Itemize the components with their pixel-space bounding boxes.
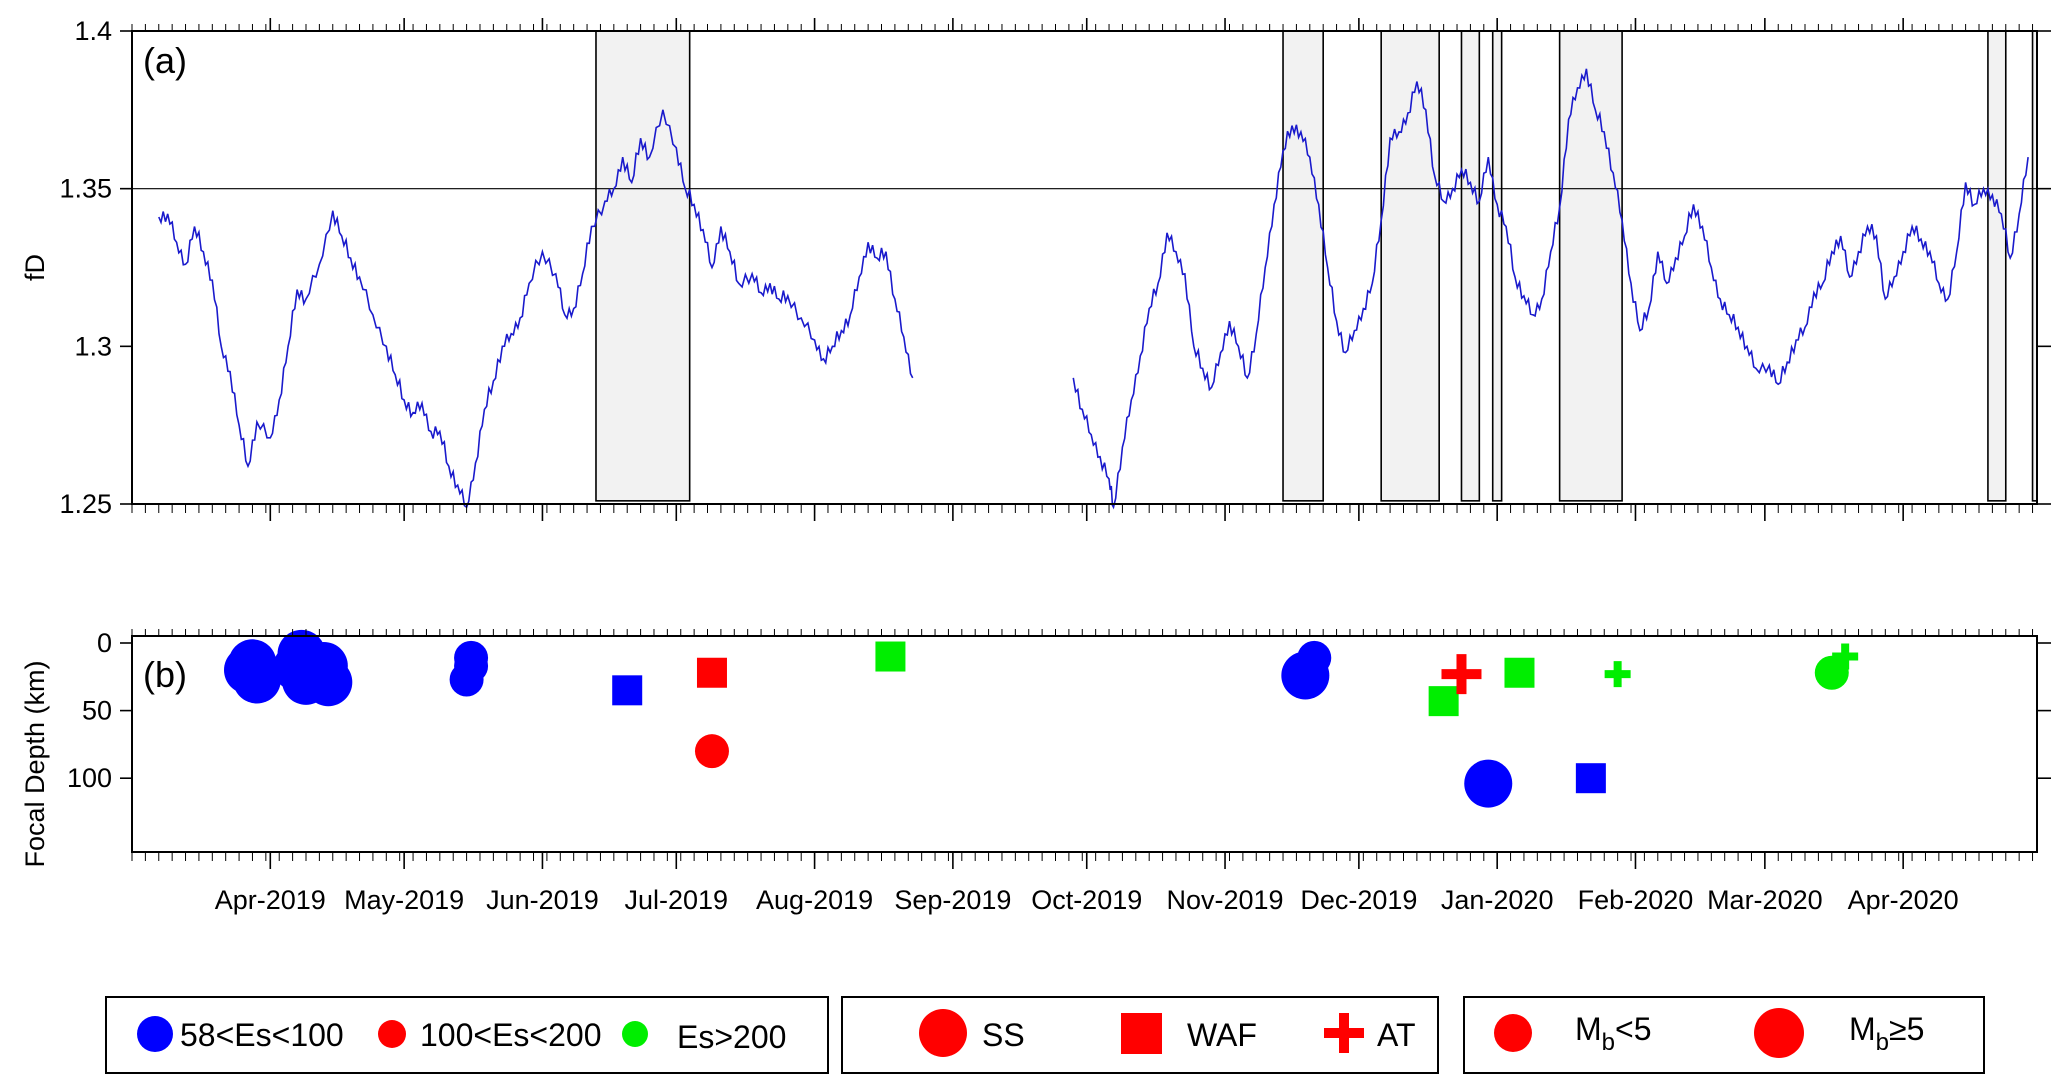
legend-energy-label-3: Es>200 xyxy=(677,1019,786,1055)
panel-a-ylabel: fD xyxy=(20,254,50,281)
highlight-window-6 xyxy=(1558,30,1623,502)
b-ytick-label: 0 xyxy=(97,628,112,658)
legend-mb-small-marker xyxy=(1494,1014,1532,1052)
legend-energy: 58<Es<100 100<Es<200 Es>200 xyxy=(105,996,829,1074)
legend-waf-marker xyxy=(1121,1013,1162,1054)
quake-marker-waf xyxy=(875,641,906,672)
panel-b-x-ticks xyxy=(131,629,2034,869)
month-label: Sep-2019 xyxy=(894,885,1011,915)
a-ytick-label: 1.35 xyxy=(59,174,112,204)
earthquake-markers xyxy=(223,629,1859,808)
legend-ss-label: SS xyxy=(982,1017,1025,1053)
month-label: Oct-2019 xyxy=(1031,885,1142,915)
a-ytick-label: 1.4 xyxy=(74,16,112,46)
highlight-window-3 xyxy=(1380,30,1440,502)
quake-marker-waf xyxy=(1575,763,1606,794)
month-label: Jan-2020 xyxy=(1441,885,1554,915)
legend-energy-box xyxy=(105,996,829,1074)
month-label: Aug-2019 xyxy=(756,885,873,915)
month-label: Apr-2019 xyxy=(215,885,326,915)
panel-a: 1.25 1.3 1.35 1.4 fD (a) xyxy=(20,16,2051,521)
highlight-window-2 xyxy=(1282,30,1324,502)
quake-marker-ss xyxy=(1297,640,1332,675)
quake-marker-at xyxy=(1832,643,1859,670)
panel-a-y-ticks: 1.25 1.3 1.35 1.4 xyxy=(59,16,2051,519)
month-label: Apr-2020 xyxy=(1848,885,1959,915)
legend-mb-large-label: Mb≥5 xyxy=(1849,1011,1924,1056)
legend-energy-label-1: 58<Es<100 xyxy=(180,1017,344,1053)
legend-mb-large-marker xyxy=(1754,1008,1804,1058)
highlight-window-4 xyxy=(1460,30,1481,502)
legend-magnitude: Mb<5 Mb≥5 xyxy=(1463,996,1985,1074)
quake-marker-at xyxy=(1604,661,1631,688)
quake-marker-waf xyxy=(1504,657,1535,688)
quake-marker-ss xyxy=(1814,655,1849,690)
legend-energy-marker-1 xyxy=(137,1016,173,1052)
month-label: Jun-2019 xyxy=(486,885,599,915)
b-ytick-label: 50 xyxy=(82,696,112,726)
a-ytick-label: 1.25 xyxy=(59,489,112,519)
panel-b-y-ticks: 0 50 100 xyxy=(67,628,2051,793)
legend-ss-marker xyxy=(919,1009,967,1057)
month-label: May-2019 xyxy=(344,885,464,915)
panel-b: 0 50 100 Focal Depth (km) (b) Apr-2019 May-… xyxy=(20,628,2051,915)
b-ytick-label: 100 xyxy=(67,763,112,793)
month-tick-labels: Apr-2019 May-2019 Jun-2019 Jul-2019 Aug-2019… xyxy=(215,885,1959,915)
month-label: Jul-2019 xyxy=(624,885,728,915)
fd-line-segment-1 xyxy=(158,109,914,509)
month-label: Dec-2019 xyxy=(1300,885,1417,915)
panel-b-ylabel: Focal Depth (km) xyxy=(20,660,50,867)
legend-energy-marker-2 xyxy=(378,1020,406,1048)
quake-marker-at xyxy=(1441,654,1482,695)
panel-a-label: (a) xyxy=(143,40,187,81)
panel-a-frame xyxy=(131,30,2038,505)
panel-a-x-ticks xyxy=(131,18,2034,521)
quake-marker-ss xyxy=(694,734,729,769)
quake-marker-ss xyxy=(449,662,484,697)
legend-mechanism: SS WAF AT xyxy=(841,996,1439,1074)
month-label: Feb-2020 xyxy=(1578,885,1694,915)
legend-waf-label: WAF xyxy=(1187,1017,1257,1053)
highlight-window-5 xyxy=(1491,30,1503,502)
highlight-window-1 xyxy=(595,30,691,502)
legend-energy-label-2: 100<Es<200 xyxy=(420,1017,602,1053)
panel-b-label: (b) xyxy=(143,654,187,695)
quake-marker-waf xyxy=(612,675,643,706)
fd-series xyxy=(158,68,2029,510)
fd-line-segment-2 xyxy=(1072,68,2029,510)
panel-b-frame xyxy=(131,635,2038,853)
quake-marker-waf xyxy=(1428,686,1459,717)
quake-marker-ss xyxy=(1464,759,1513,808)
legend-magnitude-box xyxy=(1463,996,1985,1074)
a-ytick-label: 1.3 xyxy=(74,331,112,361)
quake-marker-waf xyxy=(696,657,727,688)
legend-mb-small-label: Mb<5 xyxy=(1575,1011,1652,1056)
legend-at-marker xyxy=(1324,1013,1364,1053)
legend-energy-marker-3 xyxy=(622,1021,648,1047)
highlight-window-7 xyxy=(1987,30,2007,502)
legend-at-label: AT xyxy=(1377,1017,1416,1053)
month-label: Mar-2020 xyxy=(1707,885,1823,915)
quake-marker-ss xyxy=(304,658,353,707)
quake-marker-ss xyxy=(232,655,281,704)
month-label: Nov-2019 xyxy=(1166,885,1283,915)
